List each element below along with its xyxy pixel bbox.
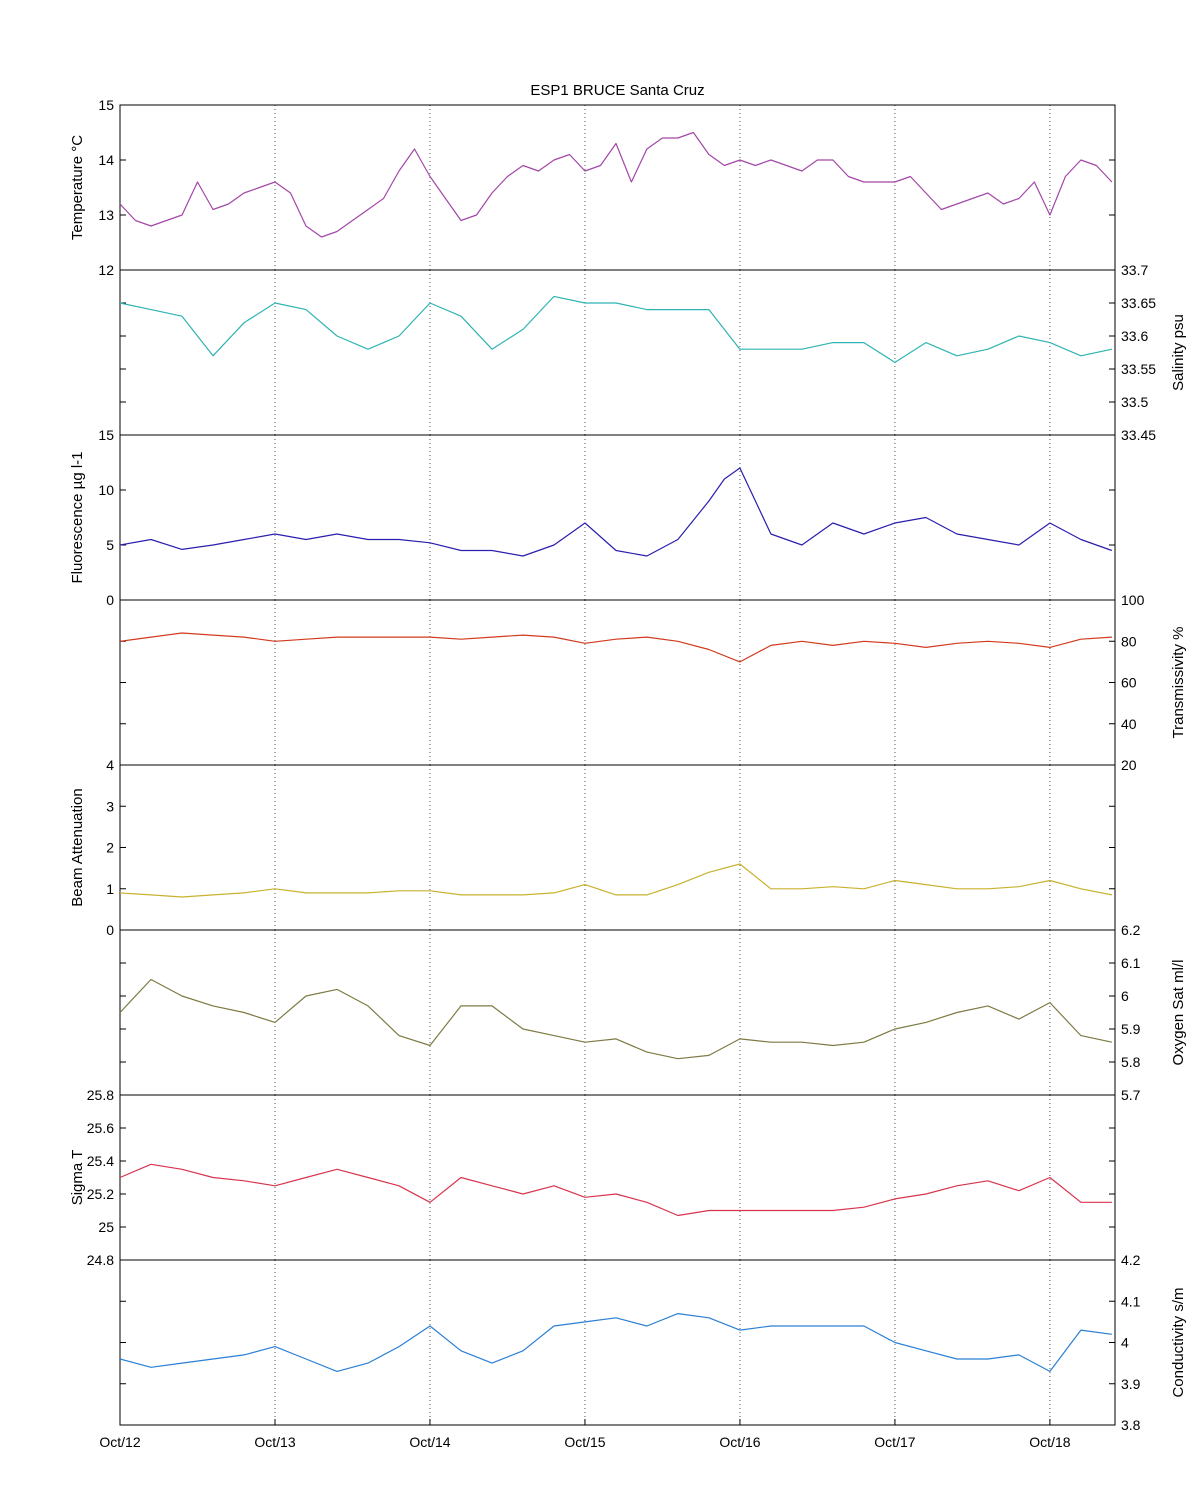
y-tick-label: 6: [1121, 988, 1129, 1004]
y-tick-label: 4: [106, 757, 114, 773]
y-tick-label: 33.7: [1121, 262, 1148, 278]
panel-4: 20 40 60 80 100 Transmissivity %: [119, 592, 1187, 773]
y-tick-label: 14: [98, 152, 114, 168]
y-tick-label: 5: [106, 537, 114, 553]
panel-3: 0 5 10 15 Fluorescence µg l-1: [69, 427, 1116, 608]
x-axis: Oct/12 Oct/13 Oct/14 Oct/15 Oct/16 Oct/17 Oct/…: [99, 1419, 1071, 1450]
panel-frame: [119, 764, 1116, 931]
y-axis-label: Transmissivity %: [1170, 627, 1187, 739]
y-tick-label: 25.2: [87, 1186, 114, 1202]
x-tick-label: Oct/17: [874, 1434, 915, 1450]
series-line: [119, 295, 1113, 363]
panel-frame: [119, 599, 1116, 766]
y-tick-label: 0: [106, 592, 114, 608]
y-tick-label: 80: [1121, 633, 1137, 649]
y-axis-label: Sigma T: [69, 1150, 86, 1206]
y-tick-label: 10: [98, 482, 114, 498]
y-tick-label: 60: [1121, 675, 1137, 691]
y-axis-label: Salinity psu: [1170, 314, 1187, 391]
y-tick-label: 24.8: [87, 1252, 114, 1268]
y-tick-label: 6.2: [1121, 922, 1141, 938]
y-tick-label: 12: [98, 262, 114, 278]
x-tick-label: Oct/13: [254, 1434, 295, 1450]
y-tick-label: 5.7: [1121, 1087, 1141, 1103]
series-line: [119, 131, 1113, 238]
y-tick-label: 25: [98, 1219, 114, 1235]
panel-frame: [119, 929, 1116, 1096]
panel-frame: [119, 1094, 1116, 1261]
y-axis-label: Oxygen Sat ml/l: [1170, 960, 1187, 1066]
y-tick-label: 33.55: [1121, 361, 1156, 377]
y-tick-label: 3.8: [1121, 1417, 1141, 1433]
y-tick-label: 2: [106, 840, 114, 856]
panel-2: 33.45 33.5 33.55 33.6 33.65 33.7 Salinity psu: [119, 262, 1187, 443]
series-line: [119, 1163, 1112, 1217]
x-tick-label: Oct/15: [564, 1434, 605, 1450]
y-tick-label: 25.4: [87, 1153, 114, 1169]
panel-5: 0 1 2 3 4 Beam Attenuation: [69, 757, 1116, 938]
panel-1: 12 13 14 15 Temperature °C: [69, 97, 1116, 278]
y-axis-label: Conductivity s/m: [1170, 1287, 1187, 1397]
y-tick-label: 5.9: [1121, 1021, 1141, 1037]
y-tick-label: 4.1: [1121, 1293, 1141, 1309]
series-line: [119, 467, 1113, 557]
panel-frame: [119, 269, 1116, 436]
series-line: [119, 1312, 1112, 1373]
y-tick-label: 33.45: [1121, 427, 1156, 443]
series-line: [119, 978, 1113, 1060]
panel-7: 24.8 25 25.2 25.4 25.6 25.8 Sigma T: [69, 1087, 1116, 1268]
x-tick-label: Oct/14: [409, 1434, 450, 1450]
y-tick-label: 100: [1121, 592, 1145, 608]
y-tick-label: 6.1: [1121, 955, 1141, 971]
y-tick-label: 33.65: [1121, 295, 1156, 311]
y-tick-label: 5.8: [1121, 1054, 1141, 1070]
series-line: [119, 632, 1112, 663]
y-axis-label: Fluorescence µg l-1: [69, 451, 86, 583]
y-tick-label: 33.5: [1121, 394, 1148, 410]
y-tick-label: 20: [1121, 757, 1137, 773]
panel-6: 5.7 5.8 5.9 6 6.1 6.2 Oxygen Sat ml/l: [119, 922, 1187, 1103]
y-tick-label: 25.8: [87, 1087, 114, 1103]
y-axis-label: Beam Attenuation: [69, 788, 86, 906]
y-axis-label: Temperature °C: [69, 135, 86, 240]
y-tick-label: 33.6: [1121, 328, 1148, 344]
y-tick-label: 0: [106, 922, 114, 938]
panel-frame: [119, 1259, 1116, 1426]
y-tick-label: 15: [98, 427, 114, 443]
panel-frame: [119, 434, 1116, 601]
series-line: [119, 863, 1113, 898]
y-tick-label: 1: [106, 881, 114, 897]
y-tick-label: 40: [1121, 716, 1137, 732]
x-tick-label: Oct/18: [1029, 1434, 1070, 1450]
x-tick-label: Oct/12: [99, 1434, 140, 1450]
y-tick-label: 25.6: [87, 1120, 114, 1136]
y-tick-label: 4: [1121, 1335, 1129, 1351]
chart-title: ESP1 BRUCE Santa Cruz: [530, 82, 704, 99]
y-tick-label: 3: [106, 798, 114, 814]
panel-frame: [119, 104, 1116, 271]
y-tick-label: 13: [98, 207, 114, 223]
x-tick-label: Oct/16: [719, 1434, 760, 1450]
y-tick-label: 4.2: [1121, 1252, 1141, 1268]
y-tick-label: 15: [98, 97, 114, 113]
y-tick-label: 3.9: [1121, 1376, 1141, 1392]
panel-8: 3.8 3.9 4 4.1 4.2 Conductivity s/m: [119, 1252, 1187, 1433]
